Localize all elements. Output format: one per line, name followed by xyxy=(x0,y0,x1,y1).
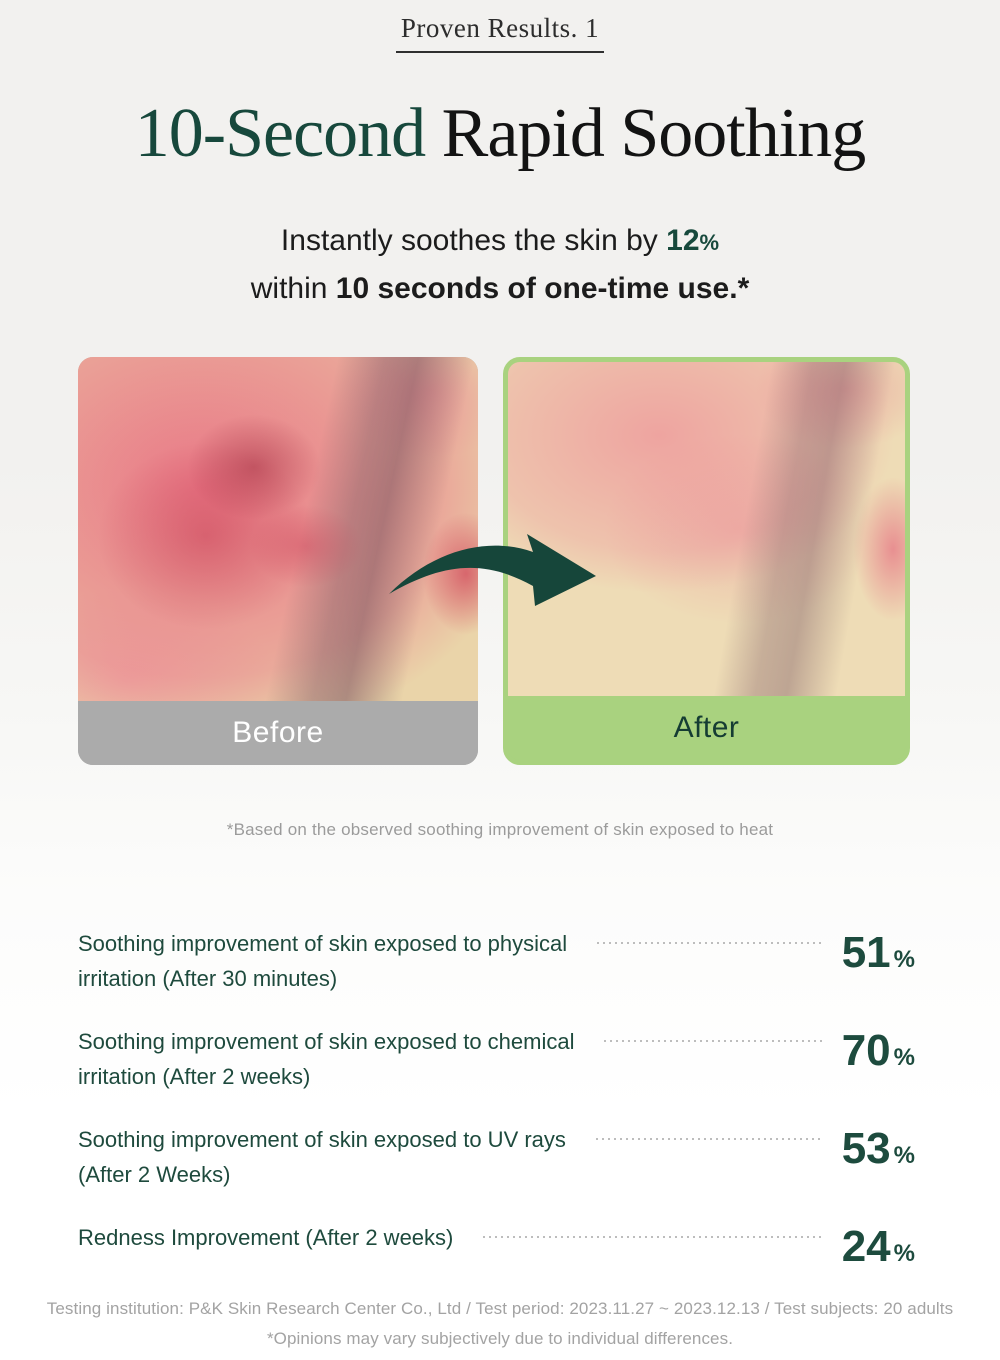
after-skin-photo xyxy=(508,362,905,696)
stat-label-line: Redness Improvement (After 2 weeks) xyxy=(78,1225,454,1250)
stat-value: 24% xyxy=(842,1225,915,1279)
subtitle-value-number: 12 xyxy=(666,224,700,257)
stat-number: 51 xyxy=(841,928,891,977)
subtitle-highlight-value: 12% xyxy=(666,224,719,257)
stat-label-line: Soothing improvement of skin exposed to … xyxy=(78,1127,566,1152)
stat-row-chemical-irritation: Soothing improvement of skin exposed to … xyxy=(78,1024,915,1094)
stat-label-line: Soothing improvement of skin exposed to … xyxy=(78,1029,575,1054)
footer-line-1: Testing institution: P&K Skin Research C… xyxy=(46,1299,954,1318)
after-label-bar: After xyxy=(508,696,905,760)
dotted-leader xyxy=(597,942,822,944)
stat-number: 24 xyxy=(841,1222,891,1271)
stat-value: 53% xyxy=(842,1127,915,1181)
before-label: Before xyxy=(232,716,324,749)
subtitle-line1-text: Instantly soothes the skin by xyxy=(280,224,667,257)
subtitle-line-1: Instantly soothes the skin by 12% xyxy=(0,218,1000,266)
eyebrow-heading: Proven Results. 1 xyxy=(395,13,605,53)
stat-label-line: irritation (After 2 weeks) xyxy=(78,1064,311,1089)
stat-label-line: irritation (After 30 minutes) xyxy=(78,966,338,991)
stat-unit: % xyxy=(893,946,915,973)
dotted-leader xyxy=(604,1040,822,1042)
stat-row-uv-rays: Soothing improvement of skin exposed to … xyxy=(78,1122,915,1192)
subtitle-line-2: within 10 seconds of one-time use.* xyxy=(0,266,1000,312)
stat-unit: % xyxy=(893,1240,915,1267)
stat-value: 70% xyxy=(842,1029,915,1083)
stat-label: Soothing improvement of skin exposed to … xyxy=(78,1024,574,1094)
before-after-comparison: Before After xyxy=(0,357,1000,767)
stat-label: Redness Improvement (After 2 weeks) xyxy=(78,1220,453,1255)
stat-label: Soothing improvement of skin exposed to … xyxy=(78,926,567,996)
stat-label: Soothing improvement of skin exposed to … xyxy=(78,1122,566,1192)
after-label: After xyxy=(673,711,740,744)
before-to-after-arrow-icon xyxy=(389,534,596,606)
results-list: Soothing improvement of skin exposed to … xyxy=(78,926,915,1307)
stat-row-redness: Redness Improvement (After 2 weeks) 24% xyxy=(78,1220,915,1279)
subtitle: Instantly soothes the skin by 12% within… xyxy=(0,218,1000,312)
stat-label-line: Soothing improvement of skin exposed to … xyxy=(78,931,568,956)
subtitle-value-unit: % xyxy=(699,230,720,255)
footnote: *Based on the observed soothing improvem… xyxy=(226,820,774,839)
stat-value: 51% xyxy=(842,931,915,985)
stat-unit: % xyxy=(893,1142,915,1169)
before-skin-photo xyxy=(78,357,478,701)
subtitle-line2-bold: 10 seconds of one-time use.* xyxy=(335,272,750,305)
footer-line-2: *Opinions may vary subjectively due to i… xyxy=(266,1329,734,1348)
stat-number: 53 xyxy=(841,1124,891,1173)
before-label-bar: Before xyxy=(78,701,478,765)
dotted-leader xyxy=(595,1138,822,1140)
after-card: After xyxy=(503,357,910,765)
title-rest: Rapid Soothing xyxy=(425,95,867,172)
subtitle-line2-text: within xyxy=(250,272,336,305)
before-card: Before xyxy=(78,357,478,765)
dotted-leader xyxy=(483,1236,822,1238)
stat-label-line: (After 2 Weeks) xyxy=(78,1162,231,1187)
stat-row-physical-irritation: Soothing improvement of skin exposed to … xyxy=(78,926,915,996)
eyebrow-wrap: Proven Results. 1 xyxy=(0,13,1000,53)
stat-number: 70 xyxy=(841,1026,891,1075)
stat-unit: % xyxy=(893,1044,915,1071)
footer-disclaimer: Testing institution: P&K Skin Research C… xyxy=(0,1294,1000,1354)
page-title: 10-Second Rapid Soothing xyxy=(0,92,1000,176)
title-accent: 10-Second xyxy=(134,95,426,172)
